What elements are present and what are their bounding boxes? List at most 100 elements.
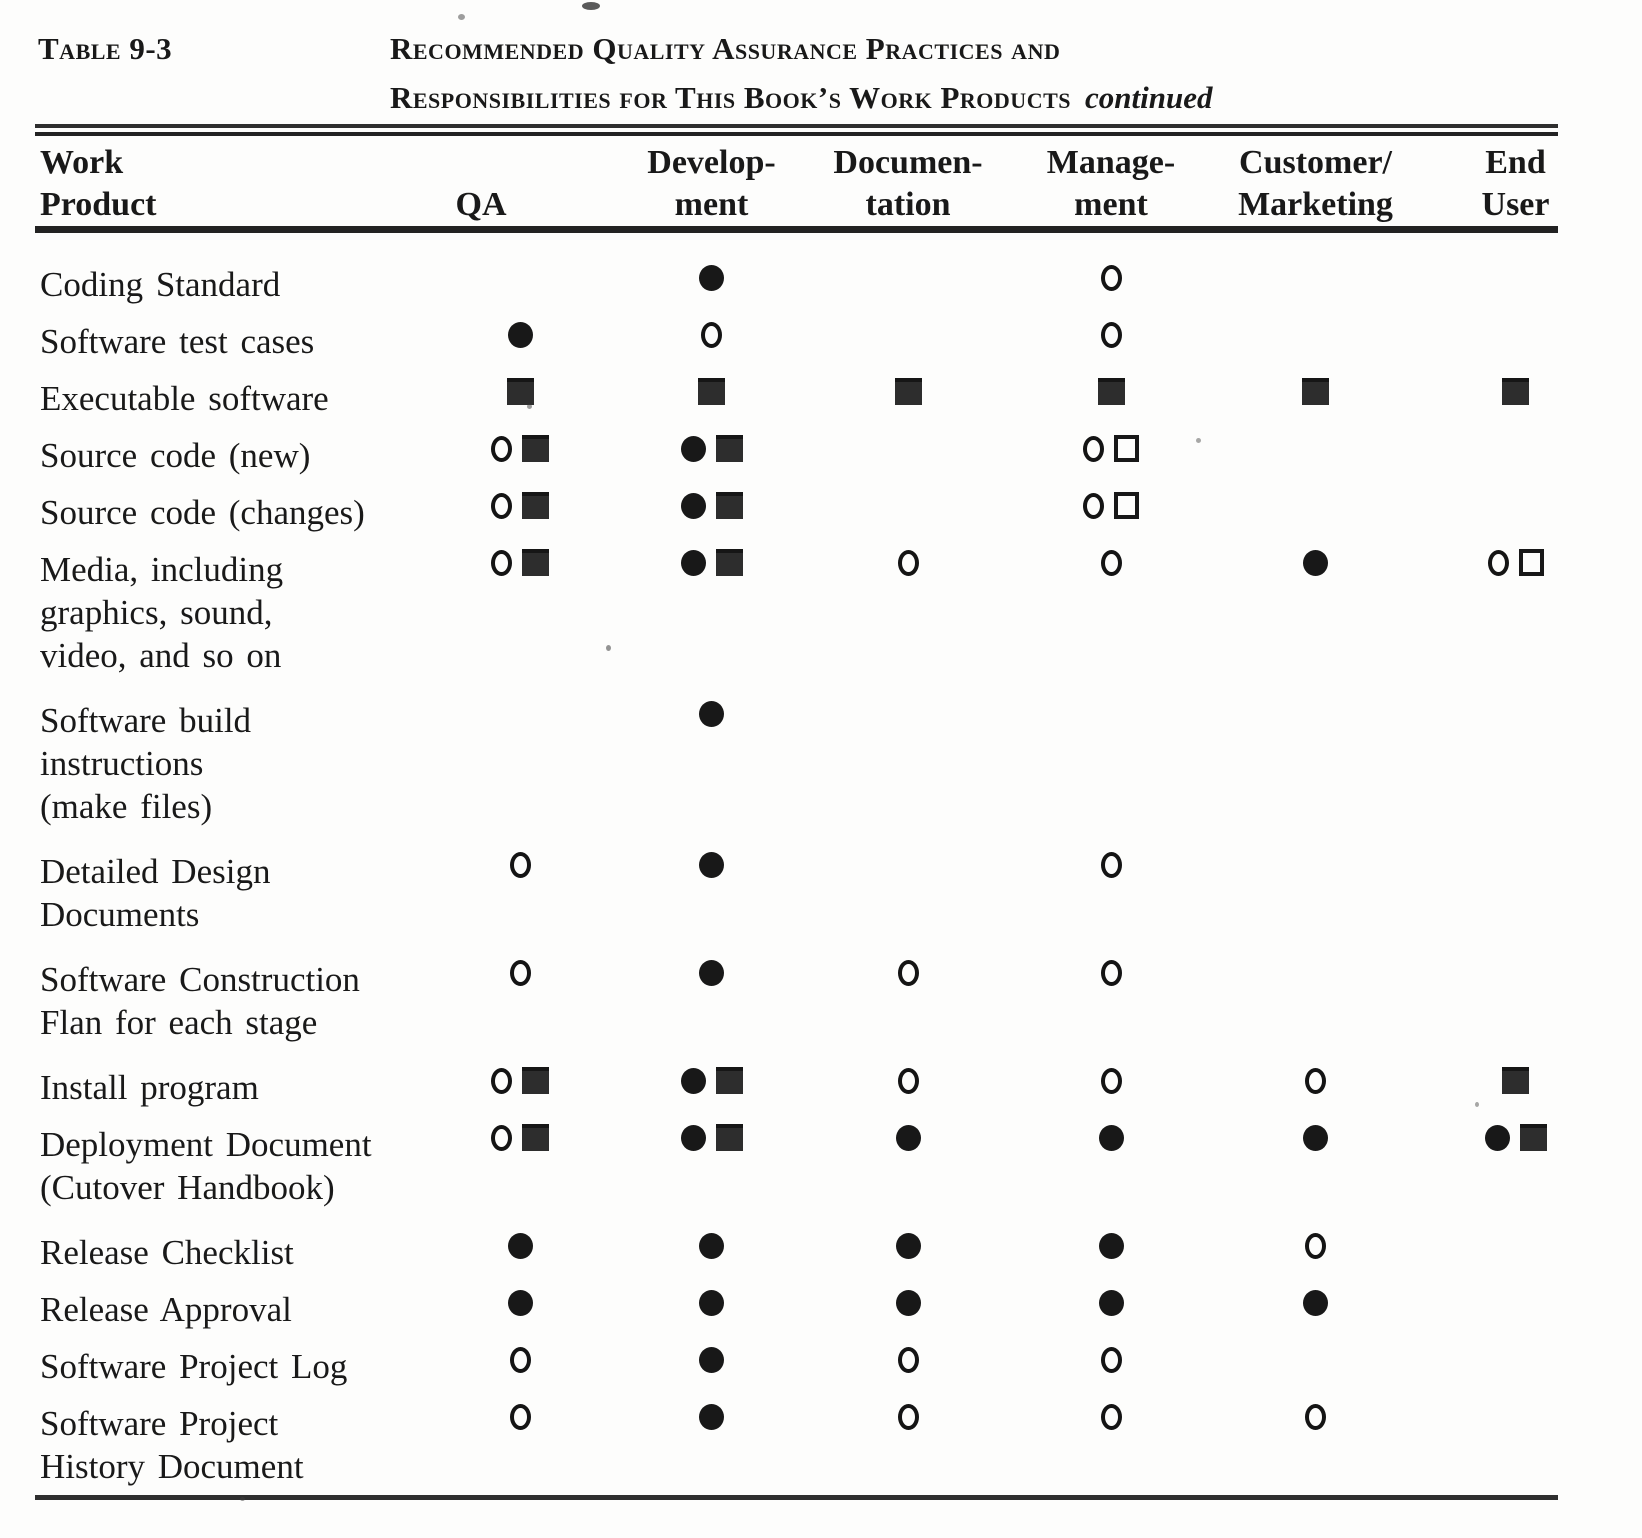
- table-row: Coding Standard: [35, 230, 1558, 314]
- open-circle-icon: [1100, 264, 1122, 291]
- title-line-1: Recommended Quality Assurance Practices …: [390, 31, 1061, 66]
- cell-customer-marketing: [1214, 843, 1417, 951]
- column-header-customer-marketing: Customer/Marketing: [1214, 136, 1417, 233]
- cell-documentation: [808, 1395, 1008, 1495]
- cell-development: [615, 1338, 808, 1395]
- filled-circle-icon: [1303, 1289, 1328, 1316]
- cell-documentation: [808, 1224, 1008, 1281]
- table-row: Software Construction Flan for each stage: [35, 951, 1558, 1059]
- filled-square-icon: [522, 1124, 549, 1151]
- cell-qa: [425, 1059, 615, 1116]
- header-row: Work Product QA Develop-ment Documen-tation M…: [35, 136, 1558, 233]
- cell-customer-marketing: [1214, 1395, 1417, 1495]
- open-circle-icon: [491, 492, 512, 519]
- cell-management: [1008, 230, 1214, 314]
- work-product-label: Release Approval: [40, 1290, 292, 1329]
- work-product-label: Coding Standard: [40, 265, 281, 304]
- cell-management: [1008, 541, 1214, 692]
- open-circle-icon: [509, 851, 531, 878]
- cell-documentation: [808, 951, 1008, 1059]
- title-line-2: Responsibilities for This Book’s Work Pr…: [390, 73, 1212, 122]
- filled-circle-icon: [680, 1067, 706, 1094]
- cell-customer-marketing: [1214, 541, 1417, 692]
- cell-qa: [425, 692, 615, 843]
- open-circle-icon: [1305, 1067, 1326, 1094]
- cell-development: [615, 1395, 808, 1495]
- cell-development: [615, 370, 808, 427]
- cell-end-user: [1417, 230, 1558, 314]
- cell-qa: [425, 1116, 615, 1224]
- table-body: Coding Standard Software test cases Execut…: [35, 230, 1558, 1496]
- title-line-2-text: Responsibilities for This Book’s Work Pr…: [390, 80, 1071, 115]
- scan-speckle: [582, 2, 600, 10]
- open-square-icon: [1114, 435, 1139, 462]
- cell-end-user: [1417, 370, 1558, 427]
- cell-development: [615, 1059, 808, 1116]
- filled-circle-icon: [1303, 1124, 1328, 1151]
- cell-customer-marketing: [1214, 427, 1417, 484]
- table-row: Source code (new): [35, 427, 1558, 484]
- cell-end-user: [1417, 484, 1558, 541]
- work-product-label: Detailed Design Documents: [40, 852, 271, 934]
- open-circle-icon: [1100, 549, 1122, 576]
- scan-speckle: [240, 1497, 245, 1501]
- cell-customer-marketing: [1214, 230, 1417, 314]
- work-product-label: Executable software: [40, 379, 329, 418]
- cell-end-user: [1417, 1338, 1558, 1395]
- open-circle-icon: [897, 959, 919, 986]
- open-circle-icon: [509, 959, 531, 986]
- cell-qa: [425, 843, 615, 951]
- filled-square-icon: [715, 1067, 743, 1094]
- cell-management: [1008, 1059, 1214, 1116]
- column-header-documentation: Documen-tation: [808, 136, 1008, 233]
- cell-development: [615, 484, 808, 541]
- column-header-work-product: Work Product: [35, 136, 425, 233]
- table-bottom-rule: [35, 1495, 1558, 1500]
- filled-square-icon: [506, 378, 534, 405]
- filled-circle-icon: [507, 321, 533, 348]
- open-circle-icon: [897, 1346, 919, 1373]
- open-circle-icon: [897, 549, 919, 576]
- filled-square-icon: [715, 435, 743, 462]
- filled-circle-icon: [1098, 1289, 1124, 1316]
- cell-documentation: [808, 230, 1008, 314]
- cell-customer-marketing: [1214, 1116, 1417, 1224]
- work-product-label: Install program: [40, 1068, 259, 1107]
- table-top-rule: [35, 124, 1558, 136]
- open-circle-icon: [509, 1346, 531, 1373]
- cell-customer-marketing: [1214, 692, 1417, 843]
- work-product-label: Media, including graphics, sound, video, a…: [40, 550, 284, 675]
- cell-qa: [425, 484, 615, 541]
- work-product-label: Source code (new): [40, 436, 311, 475]
- filled-square-icon: [715, 549, 743, 576]
- cell-management: [1008, 484, 1214, 541]
- filled-circle-icon: [680, 435, 706, 462]
- filled-circle-icon: [1098, 1232, 1124, 1259]
- cell-documentation: [808, 484, 1008, 541]
- cell-end-user: [1417, 1116, 1558, 1224]
- cell-development: [615, 541, 808, 692]
- table-caption: Table 9-3 Recommended Quality Assurance …: [0, 0, 1642, 122]
- table-row: Software test cases: [35, 313, 1558, 370]
- table-row: Software Project History Document: [35, 1395, 1558, 1495]
- cell-management: [1008, 313, 1214, 370]
- open-circle-icon: [701, 321, 722, 348]
- cell-development: [615, 1116, 808, 1224]
- cell-management: [1008, 1281, 1214, 1338]
- cell-development: [615, 1224, 808, 1281]
- cell-customer-marketing: [1214, 370, 1417, 427]
- filled-circle-icon: [507, 1289, 533, 1316]
- filled-square-icon: [715, 492, 743, 519]
- open-circle-icon: [1100, 851, 1122, 878]
- column-header-qa: QA: [425, 136, 615, 233]
- table-row: Software Project Log: [35, 1338, 1558, 1395]
- work-product-label: Software build instructions (make files): [40, 701, 252, 826]
- filled-circle-icon: [699, 851, 724, 878]
- cell-customer-marketing: [1214, 1224, 1417, 1281]
- filled-square-icon: [1097, 378, 1125, 405]
- filled-circle-icon: [895, 1124, 921, 1151]
- work-product-label: Software test cases: [40, 322, 315, 361]
- open-circle-icon: [1305, 1403, 1326, 1430]
- cell-documentation: [808, 541, 1008, 692]
